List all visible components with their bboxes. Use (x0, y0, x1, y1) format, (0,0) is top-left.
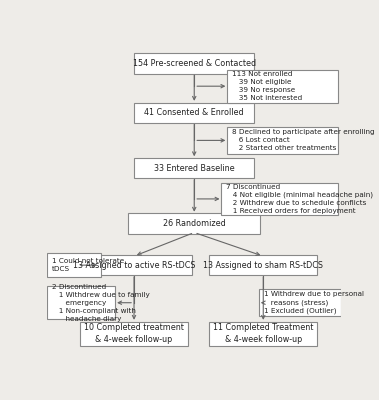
FancyBboxPatch shape (134, 158, 254, 178)
FancyBboxPatch shape (47, 254, 101, 277)
Text: 1 Could not tolerate
tDCS: 1 Could not tolerate tDCS (52, 258, 124, 272)
FancyBboxPatch shape (47, 286, 115, 319)
Text: 1 Withdrew due to personal
   reasons (stress)
1 Excluded (Outlier): 1 Withdrew due to personal reasons (stre… (264, 291, 364, 314)
Text: 33 Entered Baseline: 33 Entered Baseline (154, 164, 235, 173)
FancyBboxPatch shape (209, 255, 317, 275)
Text: 41 Consented & Enrolled: 41 Consented & Enrolled (144, 108, 244, 117)
Text: 8 Declined to participate after enrolling
   6 Lost contact
   2 Started other t: 8 Declined to participate after enrollin… (232, 130, 374, 152)
Text: 2 Discontinued
   1 Withdrew due to family
      emergency
   1 Non-compliant wi: 2 Discontinued 1 Withdrew due to family … (52, 284, 149, 322)
Text: 11 Completed Treatment
& 4-week follow-up: 11 Completed Treatment & 4-week follow-u… (213, 324, 313, 344)
FancyBboxPatch shape (221, 182, 338, 215)
Text: 7 Discontinued
   4 Not eligible (minimal headache pain)
   2 Withdrew due to sc: 7 Discontinued 4 Not eligible (minimal h… (226, 184, 373, 214)
Text: 26 Randomized: 26 Randomized (163, 219, 226, 228)
Text: 154 Pre-screened & Contacted: 154 Pre-screened & Contacted (133, 59, 256, 68)
FancyBboxPatch shape (134, 53, 254, 74)
Text: 13 Assigned to active RS-tDCS: 13 Assigned to active RS-tDCS (73, 261, 195, 270)
FancyBboxPatch shape (128, 213, 260, 234)
FancyBboxPatch shape (76, 255, 192, 275)
Text: 10 Completed treatment
& 4-week follow-up: 10 Completed treatment & 4-week follow-u… (84, 324, 184, 344)
FancyBboxPatch shape (227, 70, 338, 102)
FancyBboxPatch shape (227, 127, 338, 154)
Text: 113 Not enrolled
   39 Not eligible
   39 No response
   35 Not interested: 113 Not enrolled 39 Not eligible 39 No r… (232, 71, 302, 101)
FancyBboxPatch shape (134, 102, 254, 123)
FancyBboxPatch shape (209, 322, 317, 346)
FancyBboxPatch shape (260, 289, 340, 316)
Text: 13 Assigned to sham RS-tDCS: 13 Assigned to sham RS-tDCS (203, 261, 323, 270)
FancyBboxPatch shape (80, 322, 188, 346)
